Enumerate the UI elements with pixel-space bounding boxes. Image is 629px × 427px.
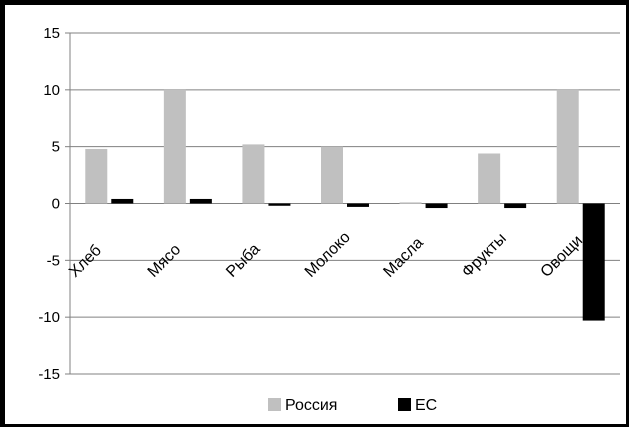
y-tick-label: 10 <box>43 82 60 99</box>
y-tick-label: 0 <box>52 196 60 213</box>
bar-eu-1 <box>189 198 212 204</box>
category-labels: Хлеб Мясо Рыба Молоко Масла Фрукты Овощи <box>66 229 586 281</box>
bar-russia-6 <box>556 89 579 204</box>
category-label: Молоко <box>302 229 354 281</box>
gridlines <box>69 32 620 375</box>
category-label: Овощи <box>538 232 587 281</box>
bars <box>85 89 605 321</box>
category-label: Мясо <box>145 241 185 281</box>
y-tick-label: 5 <box>52 139 60 156</box>
legend-label-1: ЕС <box>415 397 437 414</box>
bar-eu-0 <box>111 198 134 204</box>
bar-russia-4 <box>399 202 422 204</box>
category-label: Хлеб <box>66 242 105 281</box>
bar-russia-2 <box>242 144 265 204</box>
bar-russia-1 <box>163 89 186 204</box>
bar-russia-3 <box>321 146 343 204</box>
y-tick-label: -5 <box>47 252 60 269</box>
y-tick-label: -10 <box>38 309 60 326</box>
y-axis-ticks: 15 10 5 0 -5 -10 -15 <box>38 25 70 383</box>
category-label: Масла <box>380 234 426 280</box>
y-tick-label: 15 <box>43 25 60 42</box>
bar-eu-2 <box>268 203 291 206</box>
y-tick-label: -15 <box>38 366 60 383</box>
bar-eu-6 <box>582 203 605 321</box>
legend-swatch-0 <box>268 398 281 411</box>
legend-label-0: Россия <box>285 397 337 414</box>
bar-eu-4 <box>425 203 448 209</box>
legend: Россия ЕС <box>268 397 437 414</box>
category-label: Фрукты <box>459 230 510 281</box>
legend-swatch-1 <box>398 398 411 411</box>
bar-russia-0 <box>85 148 108 204</box>
bar-eu-3 <box>347 203 369 207</box>
bar-eu-5 <box>504 203 527 209</box>
bar-russia-5 <box>478 153 501 204</box>
